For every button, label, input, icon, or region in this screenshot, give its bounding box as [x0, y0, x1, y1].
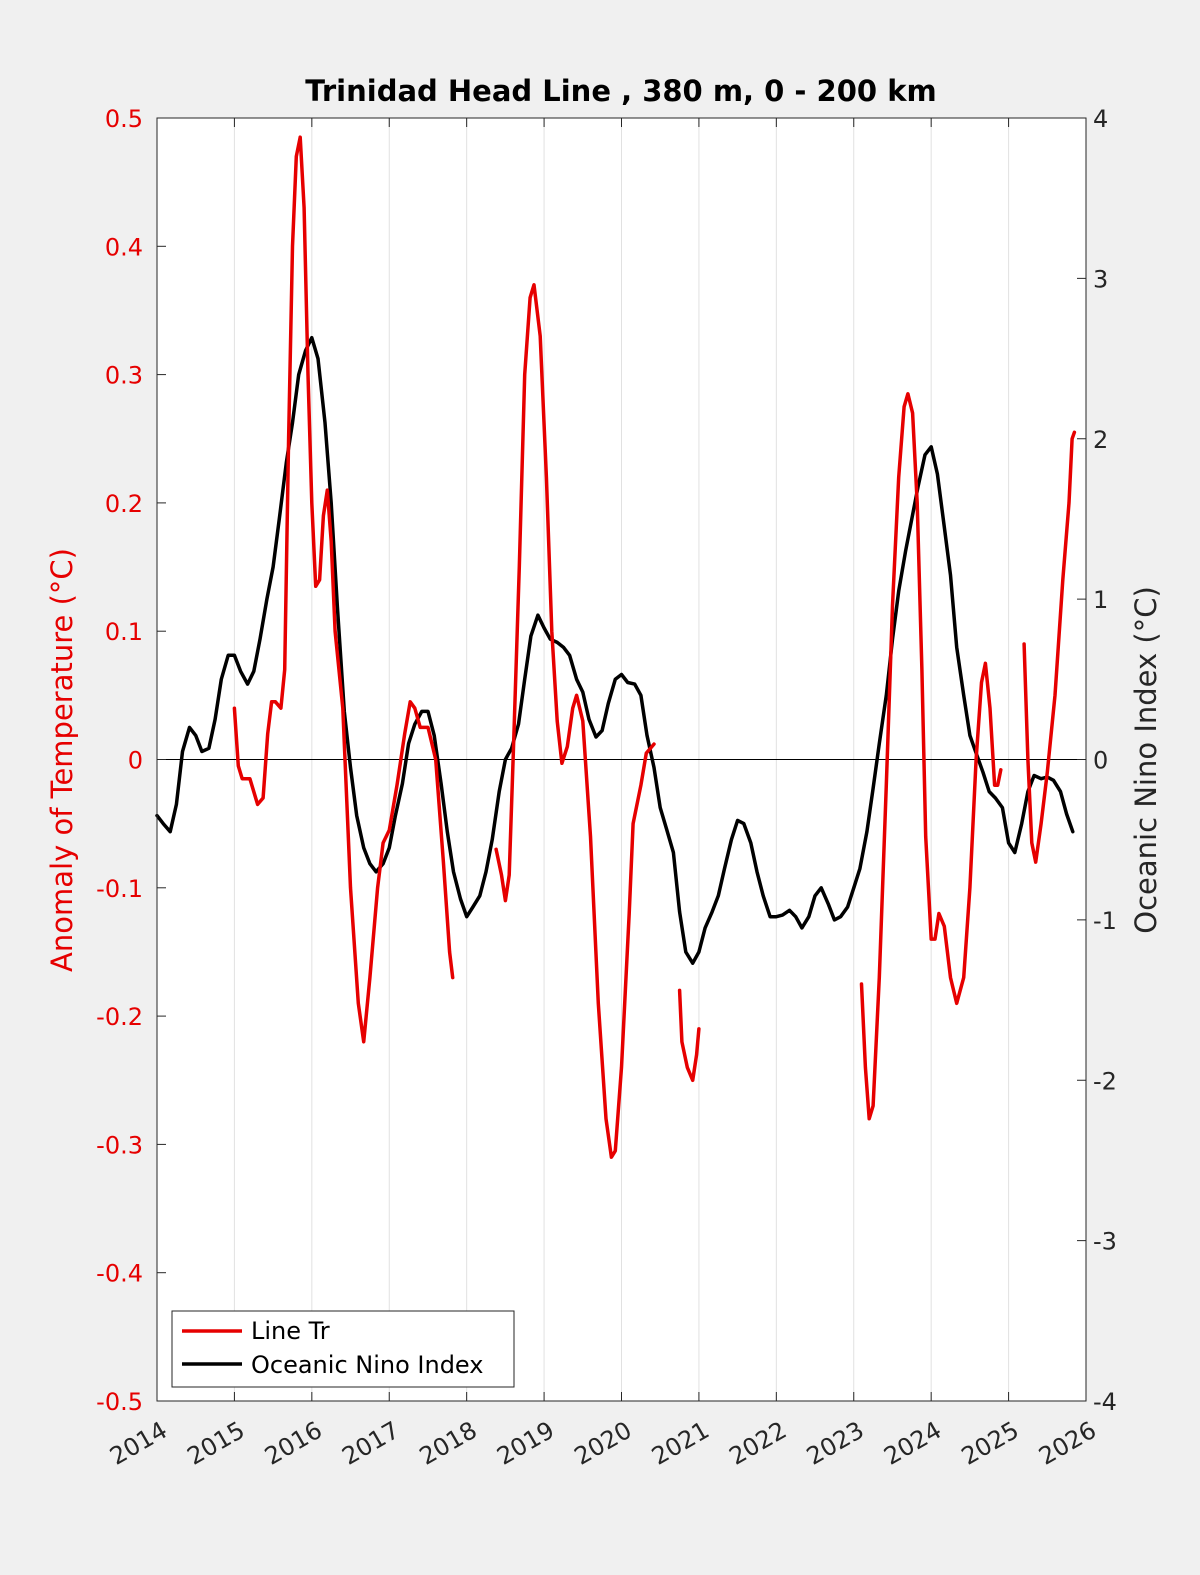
x-tick-label: 2025	[957, 1416, 1024, 1471]
x-tick-label: 2018	[415, 1416, 482, 1471]
legend-box	[171, 1310, 515, 1388]
right-tick-label: 0	[1093, 747, 1108, 775]
right-tick-label: -1	[1093, 907, 1117, 935]
series-line-tr	[232, 135, 455, 1044]
left-axis-title: Anomaly of Temperature (°C)	[45, 548, 79, 972]
legend: Line Tr Oceanic Nino Index	[171, 1310, 515, 1388]
right-tick-label: -2	[1093, 1067, 1117, 1095]
chart-title: Trinidad Head Line , 380 m, 0 - 200 km	[305, 74, 936, 108]
series-line-tr	[1022, 430, 1077, 864]
series-line-tr	[859, 392, 1003, 1121]
legend-label-line-tr: Line Tr	[251, 1317, 330, 1345]
series-layer	[155, 135, 1077, 1159]
ticks	[156, 117, 1087, 1402]
left-tick-label: 0.5	[105, 105, 143, 133]
x-tick-label: 2024	[879, 1416, 946, 1471]
left-tick-label: 0.4	[105, 233, 143, 261]
right-axis-title: Oceanic Nino Index (°C)	[1129, 586, 1163, 934]
right-tick-label: 3	[1093, 265, 1108, 293]
series-line-tr	[677, 988, 701, 1083]
x-tick-label: 2023	[802, 1416, 869, 1471]
right-tick-label: 2	[1093, 426, 1108, 454]
x-tick-label: 2015	[183, 1416, 250, 1471]
series-line-tr	[494, 283, 656, 1159]
x-tick-label: 2020	[570, 1416, 637, 1471]
left-tick-label: -0.2	[96, 1003, 143, 1031]
right-tick-label: -4	[1093, 1388, 1117, 1416]
left-tick-label: 0.3	[105, 362, 143, 390]
x-tick-label: 2019	[492, 1416, 559, 1471]
x-tick-label: 2022	[724, 1416, 791, 1471]
x-tick-label: 2014	[105, 1416, 172, 1471]
series-oni-line	[155, 335, 1075, 965]
right-tick-label: -3	[1093, 1228, 1117, 1256]
left-tick-label: 0	[128, 747, 143, 775]
x-tick-label: 2016	[260, 1416, 327, 1471]
x-tick-label: 2021	[647, 1416, 714, 1471]
left-tick-label: 0.1	[105, 618, 143, 646]
right-tick-label: 4	[1093, 105, 1108, 133]
x-tick-label: 2017	[337, 1416, 404, 1471]
left-tick-label: -0.4	[96, 1260, 143, 1288]
right-tick-label: 1	[1093, 586, 1108, 614]
legend-label-oni: Oceanic Nino Index	[251, 1351, 483, 1379]
x-tick-label: 2026	[1034, 1416, 1101, 1471]
left-tick-label: -0.5	[96, 1388, 143, 1416]
right-tick-labels: 4 3 2 1 0 -1 -2 -3 -4	[1093, 105, 1117, 1416]
left-tick-label: -0.1	[96, 875, 143, 903]
left-tick-label: -0.3	[96, 1131, 143, 1159]
left-tick-labels: 0.5 0.4 0.3 0.2 0.1 0 -0.1 -0.2 -0.3 -0.4 -0.5	[96, 105, 143, 1416]
x-tick-labels: 2014 2015 2016 2017 2018 2019 2020 2021 2022 2023…	[105, 1416, 1101, 1471]
left-tick-label: 0.2	[105, 490, 143, 518]
